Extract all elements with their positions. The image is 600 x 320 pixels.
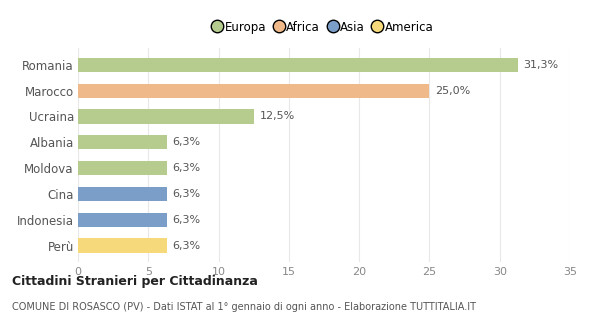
Text: 31,3%: 31,3% xyxy=(524,60,559,70)
Text: COMUNE DI ROSASCO (PV) - Dati ISTAT al 1° gennaio di ogni anno - Elaborazione TU: COMUNE DI ROSASCO (PV) - Dati ISTAT al 1… xyxy=(12,302,476,312)
Bar xyxy=(78,161,167,175)
Bar xyxy=(78,213,167,227)
Text: 6,3%: 6,3% xyxy=(172,241,200,251)
Text: Cittadini Stranieri per Cittadinanza: Cittadini Stranieri per Cittadinanza xyxy=(12,275,258,288)
Text: 6,3%: 6,3% xyxy=(172,189,200,199)
Text: 6,3%: 6,3% xyxy=(172,215,200,225)
Bar xyxy=(78,187,167,201)
Legend: Europa, Africa, Asia, America: Europa, Africa, Asia, America xyxy=(211,18,437,37)
Bar xyxy=(78,135,167,149)
Text: 25,0%: 25,0% xyxy=(435,86,470,96)
Text: 6,3%: 6,3% xyxy=(172,163,200,173)
Bar xyxy=(78,109,254,124)
Bar xyxy=(78,238,167,253)
Bar xyxy=(78,58,518,72)
Text: 6,3%: 6,3% xyxy=(172,137,200,147)
Bar xyxy=(78,84,430,98)
Text: 12,5%: 12,5% xyxy=(259,111,295,122)
